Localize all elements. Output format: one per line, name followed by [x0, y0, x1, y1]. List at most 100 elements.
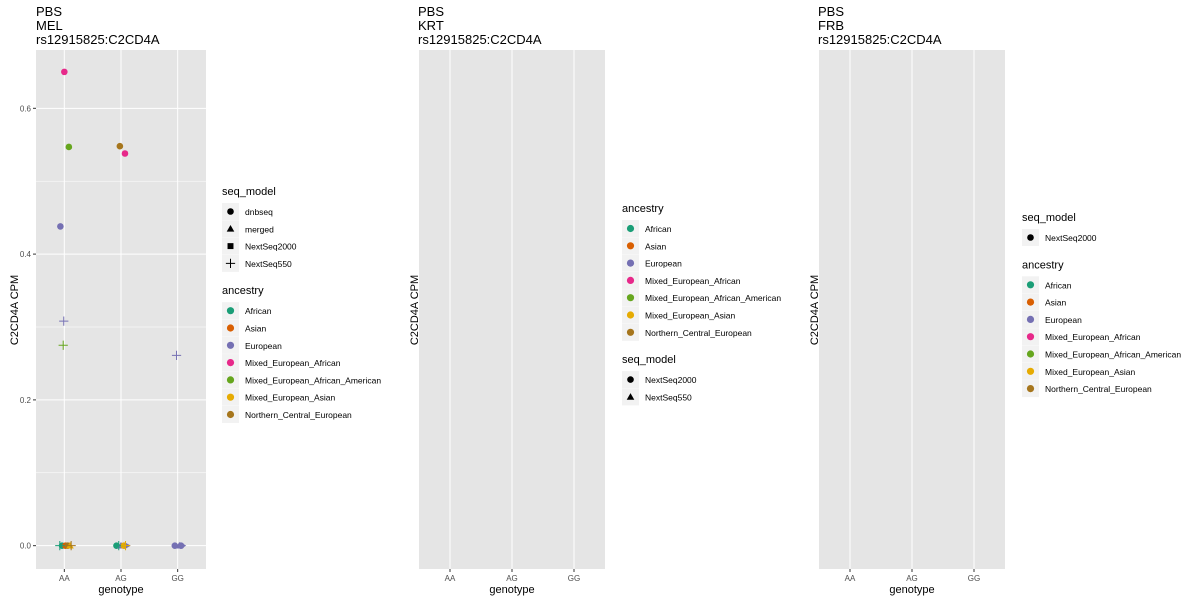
legend-title: ancestry [622, 203, 664, 215]
legend-label: European [645, 259, 682, 269]
y-tick-label: 0.0 [20, 542, 32, 551]
data-point [58, 340, 68, 350]
legend-key [626, 294, 635, 302]
legend-title: ancestry [222, 285, 264, 297]
legend-key [1026, 298, 1035, 306]
legend-label: African [645, 224, 672, 234]
x-tick-label: GG [568, 574, 580, 583]
legend-label: European [245, 341, 282, 351]
legend-key [626, 328, 635, 336]
legend-label: Mixed_European_African_American [245, 375, 381, 385]
x-tick-label: GG [968, 574, 980, 583]
data-point [171, 350, 182, 361]
legend-key [626, 224, 635, 233]
x-tick-label: AG [506, 574, 518, 583]
data-point [59, 316, 69, 326]
x-tick-label: AA [445, 574, 456, 583]
legend-key [1026, 281, 1035, 289]
legend-title: seq_model [622, 354, 676, 366]
legend-key [225, 258, 236, 269]
data-point [57, 223, 64, 230]
x-tick-label: AG [115, 574, 127, 583]
legend-label: NextSeq2000 [645, 375, 697, 385]
y-axis-label: C2CD4A CPM [9, 275, 21, 345]
chart-title-line: PBS [418, 4, 444, 19]
legend-label: NextSeq2000 [245, 242, 297, 252]
legend-label: Mixed_European_Asian [645, 311, 736, 321]
legend-key [226, 324, 235, 332]
legend-label: African [245, 306, 272, 316]
legend-key [227, 243, 234, 250]
data-point [65, 143, 73, 151]
legend-title: ancestry [1022, 259, 1064, 271]
legend-key [626, 259, 635, 267]
legend-label: Mixed_European_African [1045, 332, 1141, 342]
legend-label: Northern_Central_European [645, 328, 752, 338]
legend-key [626, 393, 635, 400]
x-tick-label: AA [59, 574, 70, 583]
x-axis-label: genotype [489, 584, 534, 596]
legend-label: Northern_Central_European [1045, 384, 1152, 394]
legend-title: seq_model [1022, 212, 1076, 224]
legend-label: Mixed_European_African_American [1045, 350, 1181, 360]
y-axis-label: C2CD4A CPM [409, 275, 421, 345]
legend-key [226, 225, 235, 232]
legend-key [226, 341, 235, 349]
legend-label: NextSeq550 [245, 259, 292, 269]
legend-key [627, 376, 634, 383]
chart-title-line: rs12915825:C2CD4A [36, 32, 160, 47]
x-tick-label: AG [906, 574, 918, 583]
legend-label: NextSeq2000 [1045, 233, 1097, 243]
y-tick-label: 0.2 [20, 396, 32, 405]
chart-title-line: rs12915825:C2CD4A [418, 32, 542, 47]
legend-key [1026, 385, 1035, 393]
legend-key [226, 376, 235, 384]
x-axis-label: genotype [98, 584, 143, 596]
legend-label: NextSeq550 [645, 392, 692, 402]
legend-label: Asian [245, 324, 267, 334]
legend-key [226, 393, 235, 401]
legend-label: Mixed_European_African [645, 276, 741, 286]
data-point [55, 541, 65, 551]
legend-label: European [1045, 315, 1082, 325]
legend-key [1026, 367, 1035, 375]
legend-key [626, 311, 635, 319]
legend-label: Mixed_European_African_American [645, 293, 781, 303]
chart-title-line: KRT [418, 18, 444, 33]
legend-key [1026, 333, 1035, 341]
legend-key [227, 208, 234, 215]
y-axis-label: C2CD4A CPM [809, 275, 821, 345]
data-point [120, 541, 131, 551]
chart-title-line: PBS [36, 4, 62, 19]
x-axis-label: genotype [889, 584, 934, 596]
legend-label: merged [245, 224, 274, 234]
legend-key [226, 359, 235, 367]
data-point [177, 542, 185, 549]
legend-label: Mixed_European_Asian [245, 393, 336, 403]
data-point [61, 68, 68, 76]
data-point [121, 150, 129, 157]
legend-key [626, 242, 635, 250]
x-tick-label: AA [845, 574, 856, 583]
y-tick-label: 0.4 [20, 250, 32, 259]
legend-label: Asian [1045, 298, 1067, 308]
legend-label: Northern_Central_European [245, 410, 352, 420]
legend-key [626, 276, 635, 284]
chart-title-line: FRB [818, 18, 844, 33]
data-point [66, 541, 76, 551]
legend-key [226, 410, 235, 419]
legend-title: seq_model [222, 186, 276, 198]
legend-key [226, 307, 235, 315]
chart-title-line: MEL [36, 18, 63, 33]
legend-label: Mixed_European_African [245, 358, 341, 368]
legend-key [1026, 315, 1035, 323]
legend-label: Mixed_European_Asian [1045, 367, 1136, 377]
legend-label: dnbseq [245, 207, 273, 217]
y-tick-label: 0.6 [20, 104, 32, 113]
data-point [116, 142, 124, 150]
legend-key [1027, 234, 1034, 241]
